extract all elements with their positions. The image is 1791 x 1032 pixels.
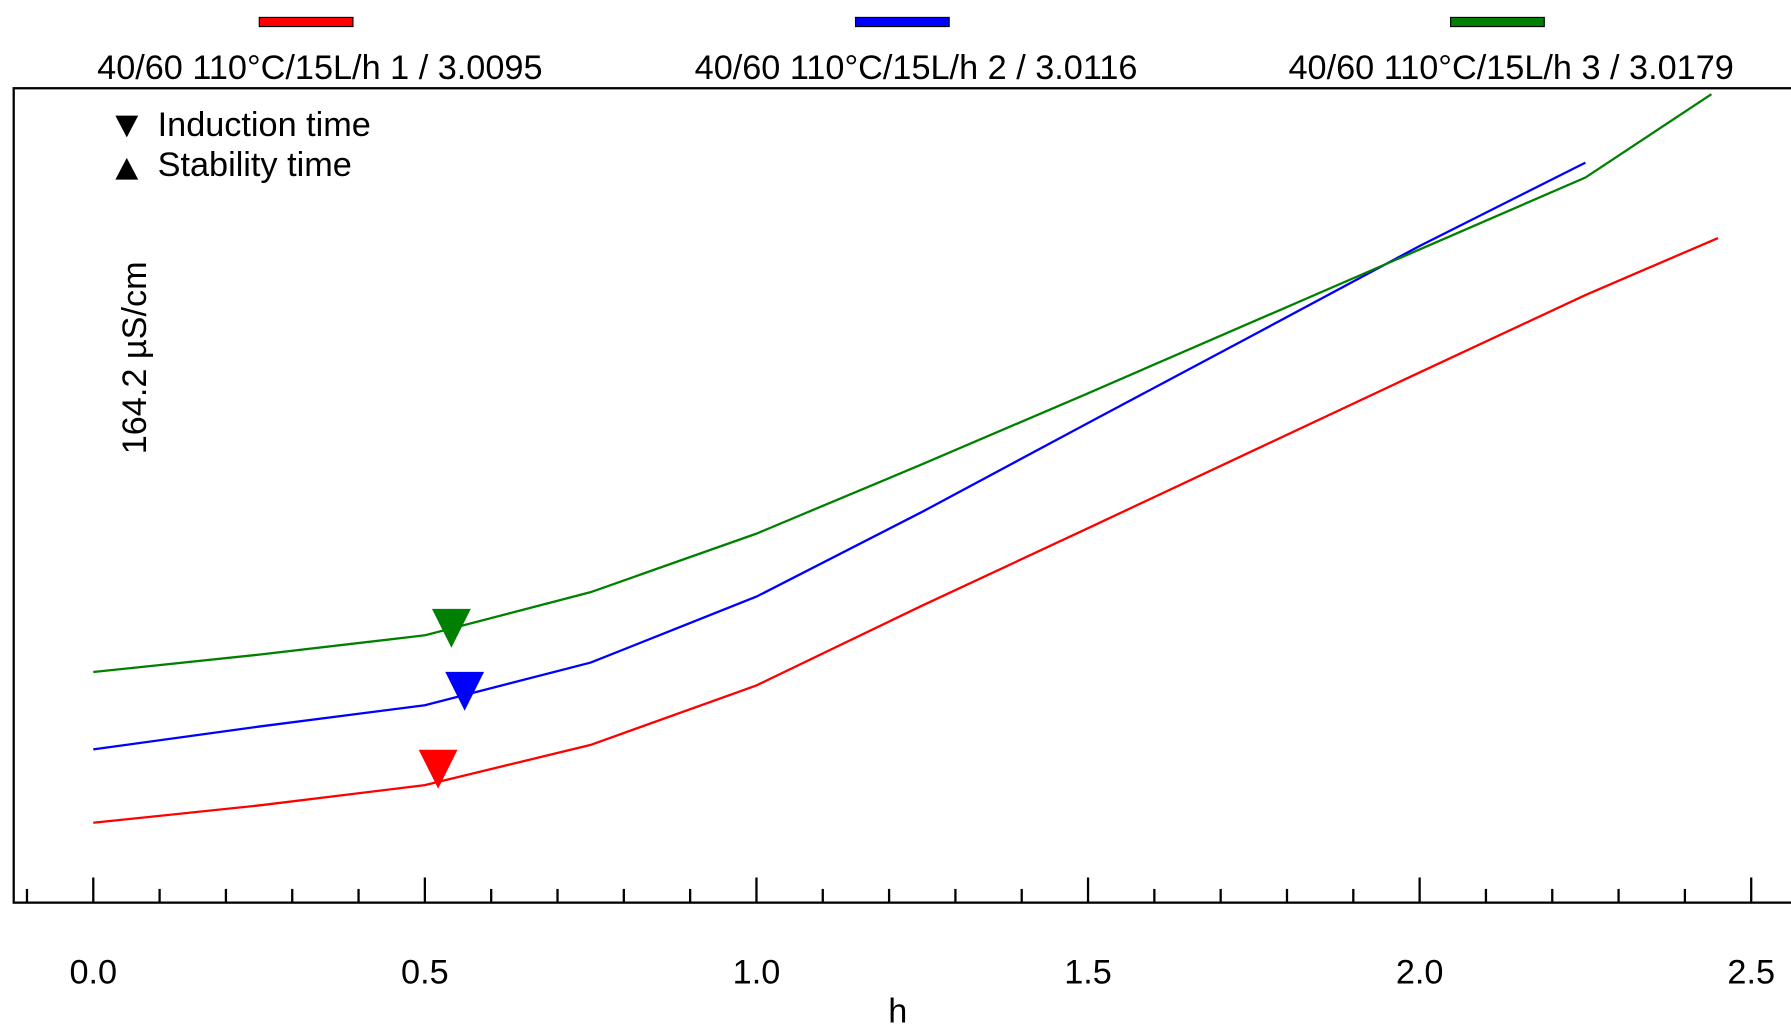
- series-line: [93, 236, 1719, 824]
- marker-legend-label: Stability time: [158, 146, 352, 184]
- x-tick-label: 1.0: [733, 954, 781, 992]
- legend-swatch: [854, 16, 950, 28]
- stability-legend-symbol: [115, 157, 139, 180]
- legend-swatch: [258, 16, 354, 28]
- legend-label: 40/60 110°C/15L/h 1 / 3.0095: [97, 49, 542, 87]
- x-tick-label: 0.0: [69, 954, 117, 992]
- legend-label: 40/60 110°C/15L/h 2 / 3.0116: [695, 49, 1138, 87]
- marker-legend-label: Induction time: [158, 106, 371, 144]
- x-tick-label: 0.5: [401, 954, 449, 992]
- series-line: [93, 161, 1586, 751]
- y-axis-label: 164.2 µS/cm: [116, 261, 154, 454]
- x-tick-label: 1.5: [1064, 954, 1112, 992]
- series-line: [93, 93, 1713, 674]
- induction-marker: [418, 749, 458, 789]
- legend-swatch: [1450, 16, 1545, 28]
- induction-marker: [431, 608, 471, 648]
- x-axis-label: h: [888, 992, 907, 1030]
- x-tick-label: 2.5: [1727, 954, 1775, 992]
- plot-frame: [12, 87, 1791, 904]
- induction-marker: [445, 671, 485, 711]
- x-tick-label: 2.0: [1396, 954, 1444, 992]
- induction-legend-symbol: [115, 115, 139, 138]
- legend-label: 40/60 110°C/15L/h 3 / 3.0179: [1288, 49, 1733, 87]
